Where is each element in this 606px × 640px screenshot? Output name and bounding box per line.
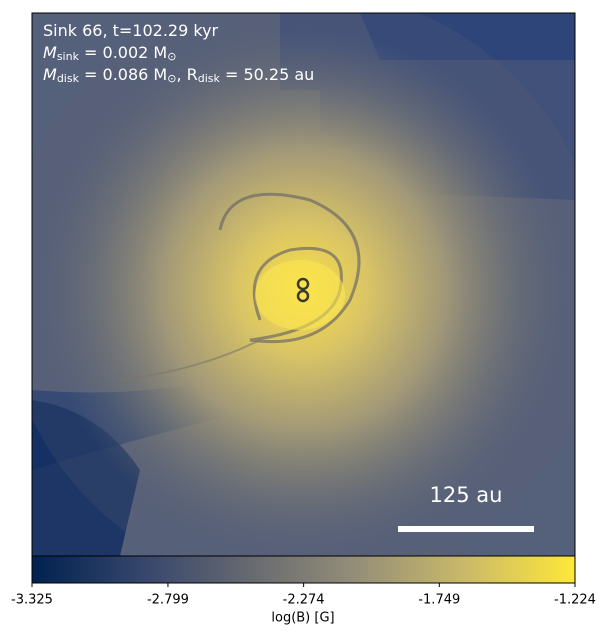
annotation-part: sink — [57, 50, 80, 63]
colorbar — [31, 555, 576, 584]
annotation-part: M — [43, 43, 57, 62]
annotation-part: ⊙ — [167, 72, 176, 85]
colorbar-tick-label: -2.274 — [283, 593, 325, 608]
colorbar-tick-label: -3.325 — [11, 593, 53, 608]
annotation-part: , R — [176, 65, 197, 84]
annotation-part: = 50.25 au — [220, 65, 314, 84]
colorbar-label: log(B) [G] — [271, 611, 334, 626]
annotation-part: Sink 66, t=102.29 kyr — [43, 21, 219, 40]
annotation-part: M — [43, 65, 57, 84]
annotation: Sink 66, t=102.29 kyr — [43, 21, 219, 40]
annotation: Mdisk = 0.086 M⊙, Rdisk = 50.25 au — [43, 65, 314, 86]
sink-marker — [296, 277, 310, 291]
annotation-part: disk — [198, 72, 221, 85]
colorbar-tick-label: -1.224 — [554, 593, 596, 608]
scale-bar-label: 125 au — [430, 483, 503, 507]
annotation-part: = 0.002 M — [79, 43, 167, 62]
sink-marker — [296, 289, 310, 303]
annotation-part: ⊙ — [167, 50, 176, 63]
annotation: Msink = 0.002 M⊙ — [43, 43, 176, 64]
annotation-part: = 0.086 M — [79, 65, 167, 84]
colorbar-tick-label: -2.799 — [147, 593, 189, 608]
field-image — [32, 13, 575, 556]
colorbar-tick-label: -1.749 — [418, 593, 460, 608]
annotation-part: disk — [57, 72, 80, 85]
